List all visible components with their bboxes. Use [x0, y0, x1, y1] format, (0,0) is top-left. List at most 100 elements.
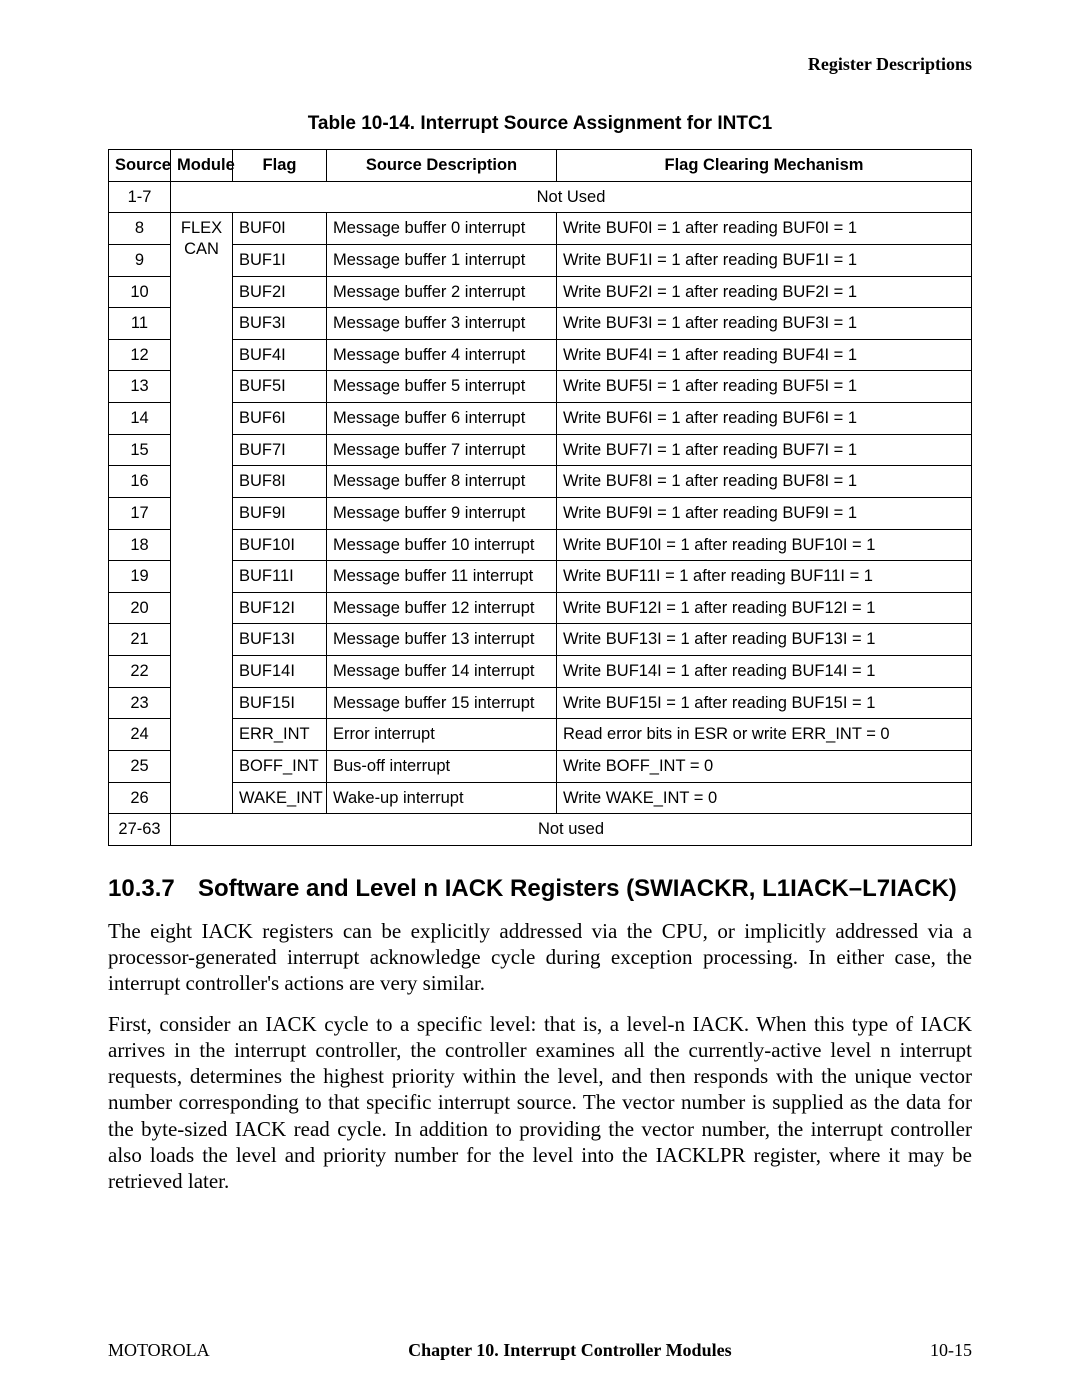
- cell-not-used: Not used: [171, 814, 972, 846]
- table-row: 27-63Not used: [109, 814, 972, 846]
- table-caption: Table 10-14. Interrupt Source Assignment…: [108, 113, 972, 135]
- table-row: 23BUF15IMessage buffer 15 interruptWrite…: [109, 687, 972, 719]
- cell-flag-clearing-mechanism: Write BUF3I = 1 after reading BUF3I = 1: [557, 308, 972, 340]
- cell-flag-clearing-mechanism: Write WAKE_INT = 0: [557, 782, 972, 814]
- cell-source: 16: [109, 466, 171, 498]
- page-footer: MOTOROLA Chapter 10. Interrupt Controlle…: [108, 1340, 972, 1361]
- cell-flag: BUF14I: [233, 656, 327, 688]
- cell-source: 8: [109, 213, 171, 245]
- cell-flag-clearing-mechanism: Write BUF0I = 1 after reading BUF0I = 1: [557, 213, 972, 245]
- cell-source-description: Message buffer 5 interrupt: [327, 371, 557, 403]
- cell-flag-clearing-mechanism: Write BUF10I = 1 after reading BUF10I = …: [557, 529, 972, 561]
- body-paragraph: First, consider an IACK cycle to a speci…: [108, 1011, 972, 1195]
- table-row: 9 BUF1IMessage buffer 1 interruptWrite BU…: [109, 244, 972, 276]
- col-source: Source: [109, 150, 171, 182]
- cell-flag: BUF1I: [233, 244, 327, 276]
- cell-source-description: Error interrupt: [327, 719, 557, 751]
- cell-source-description: Message buffer 10 interrupt: [327, 529, 557, 561]
- cell-source-description: Message buffer 15 interrupt: [327, 687, 557, 719]
- cell-flag: BUF12I: [233, 592, 327, 624]
- body-paragraph: The eight IACK registers can be explicit…: [108, 918, 972, 997]
- cell-flag: BUF13I: [233, 624, 327, 656]
- cell-flag: BUF7I: [233, 434, 327, 466]
- footer-left: MOTOROLA: [108, 1340, 210, 1361]
- cell-flag: BUF10I: [233, 529, 327, 561]
- table-row: 1-7Not Used: [109, 181, 972, 213]
- cell-flag-clearing-mechanism: Write BUF8I = 1 after reading BUF8I = 1: [557, 466, 972, 498]
- cell-source-description: Message buffer 9 interrupt: [327, 497, 557, 529]
- cell-flag-clearing-mechanism: Write BUF5I = 1 after reading BUF5I = 1: [557, 371, 972, 403]
- cell-flag: WAKE_INT: [233, 782, 327, 814]
- cell-flag-clearing-mechanism: Write BUF7I = 1 after reading BUF7I = 1: [557, 434, 972, 466]
- cell-flag-clearing-mechanism: Write BUF4I = 1 after reading BUF4I = 1: [557, 339, 972, 371]
- cell-flag: BUF11I: [233, 561, 327, 593]
- cell-source-description: Message buffer 4 interrupt: [327, 339, 557, 371]
- cell-source-description: Message buffer 13 interrupt: [327, 624, 557, 656]
- cell-flag: BUF8I: [233, 466, 327, 498]
- cell-source: 20: [109, 592, 171, 624]
- footer-center: Chapter 10. Interrupt Controller Modules: [210, 1340, 930, 1361]
- table-row: 24 ERR_INTError interruptRead error bits …: [109, 719, 972, 751]
- cell-flag-clearing-mechanism: Write BUF13I = 1 after reading BUF13I = …: [557, 624, 972, 656]
- cell-flag: BOFF_INT: [233, 750, 327, 782]
- table-row: 11BUF3IMessage buffer 3 interruptWrite B…: [109, 308, 972, 340]
- cell-flag: ERR_INT: [233, 719, 327, 751]
- cell-flag-clearing-mechanism: Write BUF14I = 1 after reading BUF14I = …: [557, 656, 972, 688]
- cell-flag: BUF15I: [233, 687, 327, 719]
- cell-flag: BUF3I: [233, 308, 327, 340]
- module-name-line: CAN: [177, 239, 226, 260]
- cell-source-description: Message buffer 8 interrupt: [327, 466, 557, 498]
- table-row: 25 BOFF_INTBus-off interruptWrite BOFF_IN…: [109, 750, 972, 782]
- cell-source-description: Wake-up interrupt: [327, 782, 557, 814]
- running-head: Register Descriptions: [108, 54, 972, 75]
- col-source-description: Source Description: [327, 150, 557, 182]
- table-row: 14BUF6IMessage buffer 6 interruptWrite B…: [109, 403, 972, 435]
- cell-source-description: Bus-off interrupt: [327, 750, 557, 782]
- cell-source-description: Message buffer 2 interrupt: [327, 276, 557, 308]
- cell-source: 18: [109, 529, 171, 561]
- cell-flag-clearing-mechanism: Write BUF11I = 1 after reading BUF11I = …: [557, 561, 972, 593]
- cell-module: FLEXCAN: [171, 213, 233, 814]
- cell-source-description: Message buffer 7 interrupt: [327, 434, 557, 466]
- cell-source: 25: [109, 750, 171, 782]
- cell-source: 22: [109, 656, 171, 688]
- section-title: Software and Level n IACK Registers (SWI…: [198, 874, 972, 904]
- table-row: 18 BUF10IMessage buffer 10 interruptWrite…: [109, 529, 972, 561]
- cell-flag-clearing-mechanism: Write BOFF_INT = 0: [557, 750, 972, 782]
- cell-flag: BUF5I: [233, 371, 327, 403]
- col-module: Module: [171, 150, 233, 182]
- col-flag-clearing-mechanism: Flag Clearing Mechanism: [557, 150, 972, 182]
- table-row: 13 BUF5IMessage buffer 5 interruptWrite B…: [109, 371, 972, 403]
- cell-flag-clearing-mechanism: Write BUF2I = 1 after reading BUF2I = 1: [557, 276, 972, 308]
- cell-source-description: Message buffer 6 interrupt: [327, 403, 557, 435]
- table-row: 17BUF9IMessage buffer 9 interruptWrite B…: [109, 497, 972, 529]
- table-row: 15BUF7IMessage buffer 7 interruptWrite B…: [109, 434, 972, 466]
- module-name-line: FLEX: [177, 218, 226, 239]
- interrupt-source-table: Source Module Flag Source Description Fl…: [108, 149, 972, 846]
- cell-source-description: Message buffer 3 interrupt: [327, 308, 557, 340]
- cell-source: 13: [109, 371, 171, 403]
- cell-source-description: Message buffer 11 interrupt: [327, 561, 557, 593]
- table-row: 21BUF13IMessage buffer 13 interruptWrite…: [109, 624, 972, 656]
- cell-source: 14: [109, 403, 171, 435]
- table-body: 1-7Not Used8FLEXCANBUF0IMessage buffer 0…: [109, 181, 972, 845]
- cell-flag-clearing-mechanism: Read error bits in ESR or write ERR_INT …: [557, 719, 972, 751]
- section-heading: 10.3.7 Software and Level n IACK Registe…: [108, 874, 972, 904]
- cell-flag-clearing-mechanism: Write BUF6I = 1 after reading BUF6I = 1: [557, 403, 972, 435]
- table-row: 10BUF2IMessage buffer 2 interruptWrite B…: [109, 276, 972, 308]
- cell-flag: BUF9I: [233, 497, 327, 529]
- cell-source: 12: [109, 339, 171, 371]
- table-row: 19 BUF11IMessage buffer 11 interruptWrite…: [109, 561, 972, 593]
- table-header-row: Source Module Flag Source Description Fl…: [109, 150, 972, 182]
- cell-source: 9: [109, 244, 171, 276]
- cell-flag-clearing-mechanism: Write BUF1I = 1 after reading BUF1I = 1: [557, 244, 972, 276]
- cell-source: 24: [109, 719, 171, 751]
- table-row: 22BUF14IMessage buffer 14 interruptWrite…: [109, 656, 972, 688]
- cell-source: 27-63: [109, 814, 171, 846]
- cell-flag-clearing-mechanism: Write BUF9I = 1 after reading BUF9I = 1: [557, 497, 972, 529]
- cell-source-description: Message buffer 1 interrupt: [327, 244, 557, 276]
- table-row: 20BUF12IMessage buffer 12 interruptWrite…: [109, 592, 972, 624]
- cell-source-description: Message buffer 12 interrupt: [327, 592, 557, 624]
- cell-source: 19: [109, 561, 171, 593]
- cell-source: 26: [109, 782, 171, 814]
